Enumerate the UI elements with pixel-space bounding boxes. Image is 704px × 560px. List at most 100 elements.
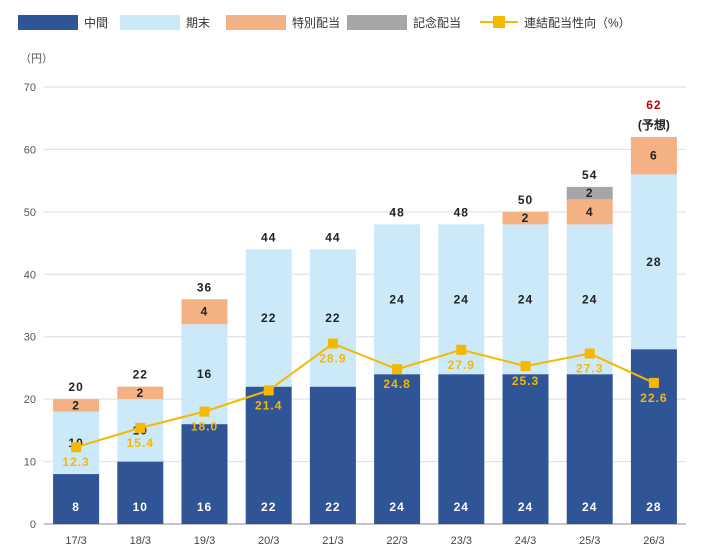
forecast-note: (予想) xyxy=(638,117,670,132)
bar-segment xyxy=(566,186,613,200)
bar-segment xyxy=(309,249,356,387)
legend-marker xyxy=(493,16,505,28)
bar-segment xyxy=(630,136,677,175)
bar-total-label: 54 xyxy=(582,168,597,182)
line-value-label: 27.9 xyxy=(448,358,475,372)
line-value-label: 22.6 xyxy=(640,391,667,405)
bar-segment xyxy=(566,374,613,524)
payout-ratio-polyline xyxy=(75,342,655,449)
x-tick-label: 19/3 xyxy=(194,535,215,547)
bar-value-label: 4 xyxy=(586,205,594,219)
legend-label: 特別配当 xyxy=(292,15,340,30)
x-tick-label: 24/3 xyxy=(515,535,536,547)
line-marker xyxy=(263,385,274,396)
line-value-label: 21.4 xyxy=(255,398,282,412)
legend-swatch xyxy=(347,15,407,30)
legend-item: 特別配当 xyxy=(226,15,340,30)
line-marker xyxy=(648,377,659,388)
bar-segment xyxy=(53,399,100,412)
bar-segment xyxy=(566,199,613,225)
line-value-label: 28.9 xyxy=(319,352,346,366)
bar-value-label: 16 xyxy=(197,367,212,381)
bar-segment xyxy=(181,299,228,325)
line-marker xyxy=(520,361,531,372)
bar-segment xyxy=(502,211,549,225)
bar-segment xyxy=(245,249,292,387)
line-marker xyxy=(392,364,403,375)
y-tick-label: 20 xyxy=(24,394,36,406)
bar-value-label: 24 xyxy=(389,292,404,306)
bar-total-label: 44 xyxy=(261,230,276,244)
bar-value-label: 8 xyxy=(72,500,80,514)
bar-total-label: 22 xyxy=(133,368,148,382)
line-marker xyxy=(327,338,338,349)
x-tick-label: 21/3 xyxy=(322,535,343,547)
line-marker xyxy=(584,348,595,359)
bar-total-label: 36 xyxy=(197,280,212,294)
bar-value-label: 22 xyxy=(325,311,340,325)
y-axis-unit-label: （円） xyxy=(20,52,53,65)
bar-segment xyxy=(502,224,549,375)
line-marker xyxy=(199,406,210,417)
y-tick-label: 70 xyxy=(24,82,36,94)
bar-value-label: 2 xyxy=(72,398,80,412)
bar-value-label: 6 xyxy=(650,149,658,163)
line-marker xyxy=(135,422,146,433)
legend-item: 記念配当 xyxy=(347,15,461,30)
bar-segment xyxy=(117,386,164,400)
line-value-label: 24.8 xyxy=(383,377,410,391)
stacked-bars: 8102201010222161643622224422224424244824… xyxy=(53,98,677,524)
bar-value-label: 24 xyxy=(454,500,469,514)
bar-segment xyxy=(181,424,228,524)
legend-swatch xyxy=(18,15,78,30)
y-tick-label: 10 xyxy=(24,457,36,469)
bar-segment xyxy=(438,374,485,524)
bar-value-label: 24 xyxy=(582,292,597,306)
line-value-label: 25.3 xyxy=(512,374,539,388)
y-axis-ticks: 0 10 20 30 40 50 60 70 xyxy=(24,82,36,531)
legend-label: 中間 xyxy=(84,15,108,30)
y-tick-label: 50 xyxy=(24,207,36,219)
bar-segment xyxy=(502,374,549,524)
bar-segment xyxy=(309,386,356,524)
bar-value-label: 28 xyxy=(646,255,661,269)
legend-item: 中間 xyxy=(18,15,108,30)
legend-item: 連結配当性向（%） xyxy=(480,15,631,30)
bar-value-label: 10 xyxy=(133,500,148,514)
bar-segment xyxy=(53,474,100,524)
x-tick-label: 23/3 xyxy=(451,535,472,547)
bar-total-label: 44 xyxy=(325,230,340,244)
line-value-label: 18.0 xyxy=(191,420,218,434)
x-tick-label: 22/3 xyxy=(386,535,407,547)
y-tick-label: 30 xyxy=(24,332,36,344)
x-tick-label: 25/3 xyxy=(579,535,600,547)
y-tick-label: 40 xyxy=(24,269,36,281)
bar-value-label: 28 xyxy=(646,500,661,514)
legend-swatch xyxy=(226,15,286,30)
line-marker xyxy=(71,442,82,453)
x-tick-label: 20/3 xyxy=(258,535,279,547)
bar-value-label: 2 xyxy=(522,211,530,225)
y-tick-label: 60 xyxy=(24,144,36,156)
legend-label: 連結配当性向（%） xyxy=(524,15,631,30)
bar-total-label: 50 xyxy=(518,193,533,207)
bar-value-label: 22 xyxy=(261,500,276,514)
bar-value-label: 24 xyxy=(454,292,469,306)
bar-total-label: 20 xyxy=(68,380,83,394)
legend-swatch xyxy=(120,15,180,30)
bar-value-label: 24 xyxy=(518,292,533,306)
bar-segment xyxy=(630,174,677,350)
line-marker xyxy=(456,344,467,355)
legend-label: 期末 xyxy=(186,16,210,30)
legend-label: 記念配当 xyxy=(413,15,461,30)
bar-value-label: 22 xyxy=(325,500,340,514)
payout-ratio-line: 12.3 15.4 18.0 21.4 28.9 24.8 27.9 25.3 27.3 22.6 xyxy=(62,338,667,469)
bar-total-label: 48 xyxy=(389,205,404,219)
line-value-label: 27.3 xyxy=(576,362,603,376)
bar-value-label: 24 xyxy=(582,500,597,514)
bar-total-label: 62 xyxy=(646,98,661,112)
legend: 中間 期末 特別配当 記念配当 連結配当性向（%） xyxy=(18,15,631,30)
x-tick-label: 18/3 xyxy=(130,535,151,547)
bar-value-label: 24 xyxy=(389,500,404,514)
